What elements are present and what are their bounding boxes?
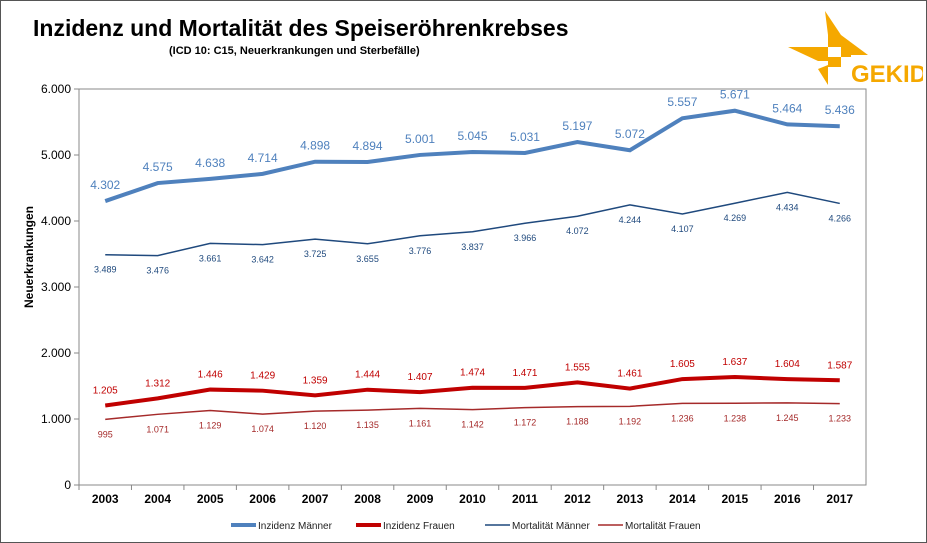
data-label: 5.671 — [720, 88, 750, 102]
data-label: 1.444 — [355, 370, 380, 381]
data-label: 3.725 — [304, 249, 327, 259]
x-tick-label: 2014 — [669, 492, 696, 506]
data-label: 4.575 — [143, 160, 173, 174]
data-label: 4.072 — [566, 226, 589, 236]
data-label: 4.269 — [724, 213, 747, 223]
data-label: 3.966 — [514, 233, 537, 243]
data-label: 5.436 — [825, 103, 855, 117]
data-label: 4.638 — [195, 156, 225, 170]
data-label: 5.031 — [510, 130, 540, 144]
data-label: 3.489 — [94, 265, 117, 275]
x-tick-label: 2003 — [92, 492, 119, 506]
y-tick-label: 6.000 — [41, 82, 71, 96]
y-tick-label: 2.000 — [41, 346, 71, 360]
data-label: 1.604 — [775, 359, 800, 370]
x-tick-label: 2015 — [721, 492, 748, 506]
y-axis-label: Neuerkrankungen — [22, 206, 36, 308]
data-label: 1.172 — [514, 418, 537, 428]
data-label: 4.302 — [90, 178, 120, 192]
y-tick-label: 0 — [64, 478, 71, 492]
data-label: 1.192 — [619, 416, 642, 426]
x-tick-label: 2016 — [774, 492, 801, 506]
data-label: 1.236 — [671, 413, 694, 423]
data-label: 1.429 — [250, 371, 275, 382]
legend-label: Mortalität Männer — [512, 521, 590, 532]
data-label: 1.120 — [304, 421, 327, 431]
data-label: 1.471 — [512, 368, 537, 379]
data-label: 5.045 — [457, 129, 487, 143]
data-label: 3.837 — [461, 242, 484, 252]
data-label: 1.245 — [776, 413, 799, 423]
x-tick-label: 2010 — [459, 492, 486, 506]
data-label: 1.142 — [461, 420, 484, 430]
data-label: 1.233 — [829, 414, 852, 424]
x-tick-label: 2007 — [302, 492, 329, 506]
legend-label: Inzidenz Männer — [258, 521, 333, 532]
data-label: 4.266 — [829, 213, 852, 223]
data-label: 995 — [98, 429, 113, 439]
series-line-1 — [104, 374, 840, 408]
data-label: 1.205 — [93, 385, 118, 396]
data-label: 4.107 — [671, 224, 694, 234]
data-label: 1.135 — [356, 420, 379, 430]
legend-label: Inzidenz Frauen — [383, 521, 455, 532]
legend-label: Mortalität Frauen — [625, 521, 701, 532]
data-label: 1.446 — [198, 370, 223, 381]
y-tick-label: 1.000 — [41, 412, 71, 426]
data-label: 4.898 — [300, 139, 330, 153]
data-label: 5.197 — [562, 119, 592, 133]
data-label: 5.464 — [772, 101, 802, 115]
data-label: 1.461 — [617, 369, 642, 380]
x-tick-label: 2006 — [249, 492, 276, 506]
data-label: 4.894 — [353, 139, 383, 153]
data-label: 1.188 — [566, 417, 589, 427]
x-tick-label: 2008 — [354, 492, 381, 506]
data-label: 1.637 — [722, 357, 747, 368]
data-label: 1.071 — [146, 424, 169, 434]
data-label: 1.555 — [565, 362, 590, 373]
data-label: 1.587 — [827, 360, 852, 371]
chart-subtitle: (ICD 10: C15, Neuerkrankungen und Sterbe… — [169, 45, 420, 57]
x-tick-label: 2005 — [197, 492, 224, 506]
data-label: 1.074 — [251, 424, 274, 434]
series-line-2 — [105, 191, 840, 257]
chart-title: Inzidenz und Mortalität des Speiseröhren… — [33, 15, 569, 41]
x-tick-label: 2009 — [407, 492, 434, 506]
y-tick-label: 3.000 — [41, 280, 71, 294]
data-label: 1.474 — [460, 368, 485, 379]
data-label: 1.407 — [408, 372, 433, 383]
data-label: 3.776 — [409, 246, 432, 256]
series-line-0 — [104, 108, 840, 203]
data-label: 1.359 — [303, 375, 328, 386]
data-label: 4.244 — [619, 215, 642, 225]
y-tick-label: 4.000 — [41, 214, 71, 228]
x-tick-label: 2017 — [826, 492, 853, 506]
logo-text: GEKID — [851, 61, 923, 87]
data-label: 3.655 — [356, 254, 379, 264]
data-label: 1.312 — [145, 378, 170, 389]
data-label: 1.129 — [199, 420, 222, 430]
data-label: 1.161 — [409, 418, 432, 428]
x-tick-label: 2013 — [617, 492, 644, 506]
data-label: 5.001 — [405, 132, 435, 146]
x-tick-label: 2011 — [512, 492, 538, 506]
data-label: 5.557 — [667, 95, 697, 109]
gekid-logo: GEKID — [788, 11, 923, 87]
data-label: 4.714 — [248, 151, 278, 165]
data-label: 3.476 — [146, 266, 169, 276]
data-label: 1.238 — [724, 413, 747, 423]
data-label: 3.642 — [251, 255, 274, 265]
x-tick-label: 2004 — [144, 492, 171, 506]
data-label: 5.072 — [615, 127, 645, 141]
x-tick-label: 2012 — [564, 492, 591, 506]
data-label: 3.661 — [199, 253, 222, 263]
data-label: 4.434 — [776, 202, 799, 212]
y-tick-label: 5.000 — [41, 148, 71, 162]
data-label: 1.605 — [670, 359, 695, 370]
series-line-3 — [105, 402, 840, 421]
